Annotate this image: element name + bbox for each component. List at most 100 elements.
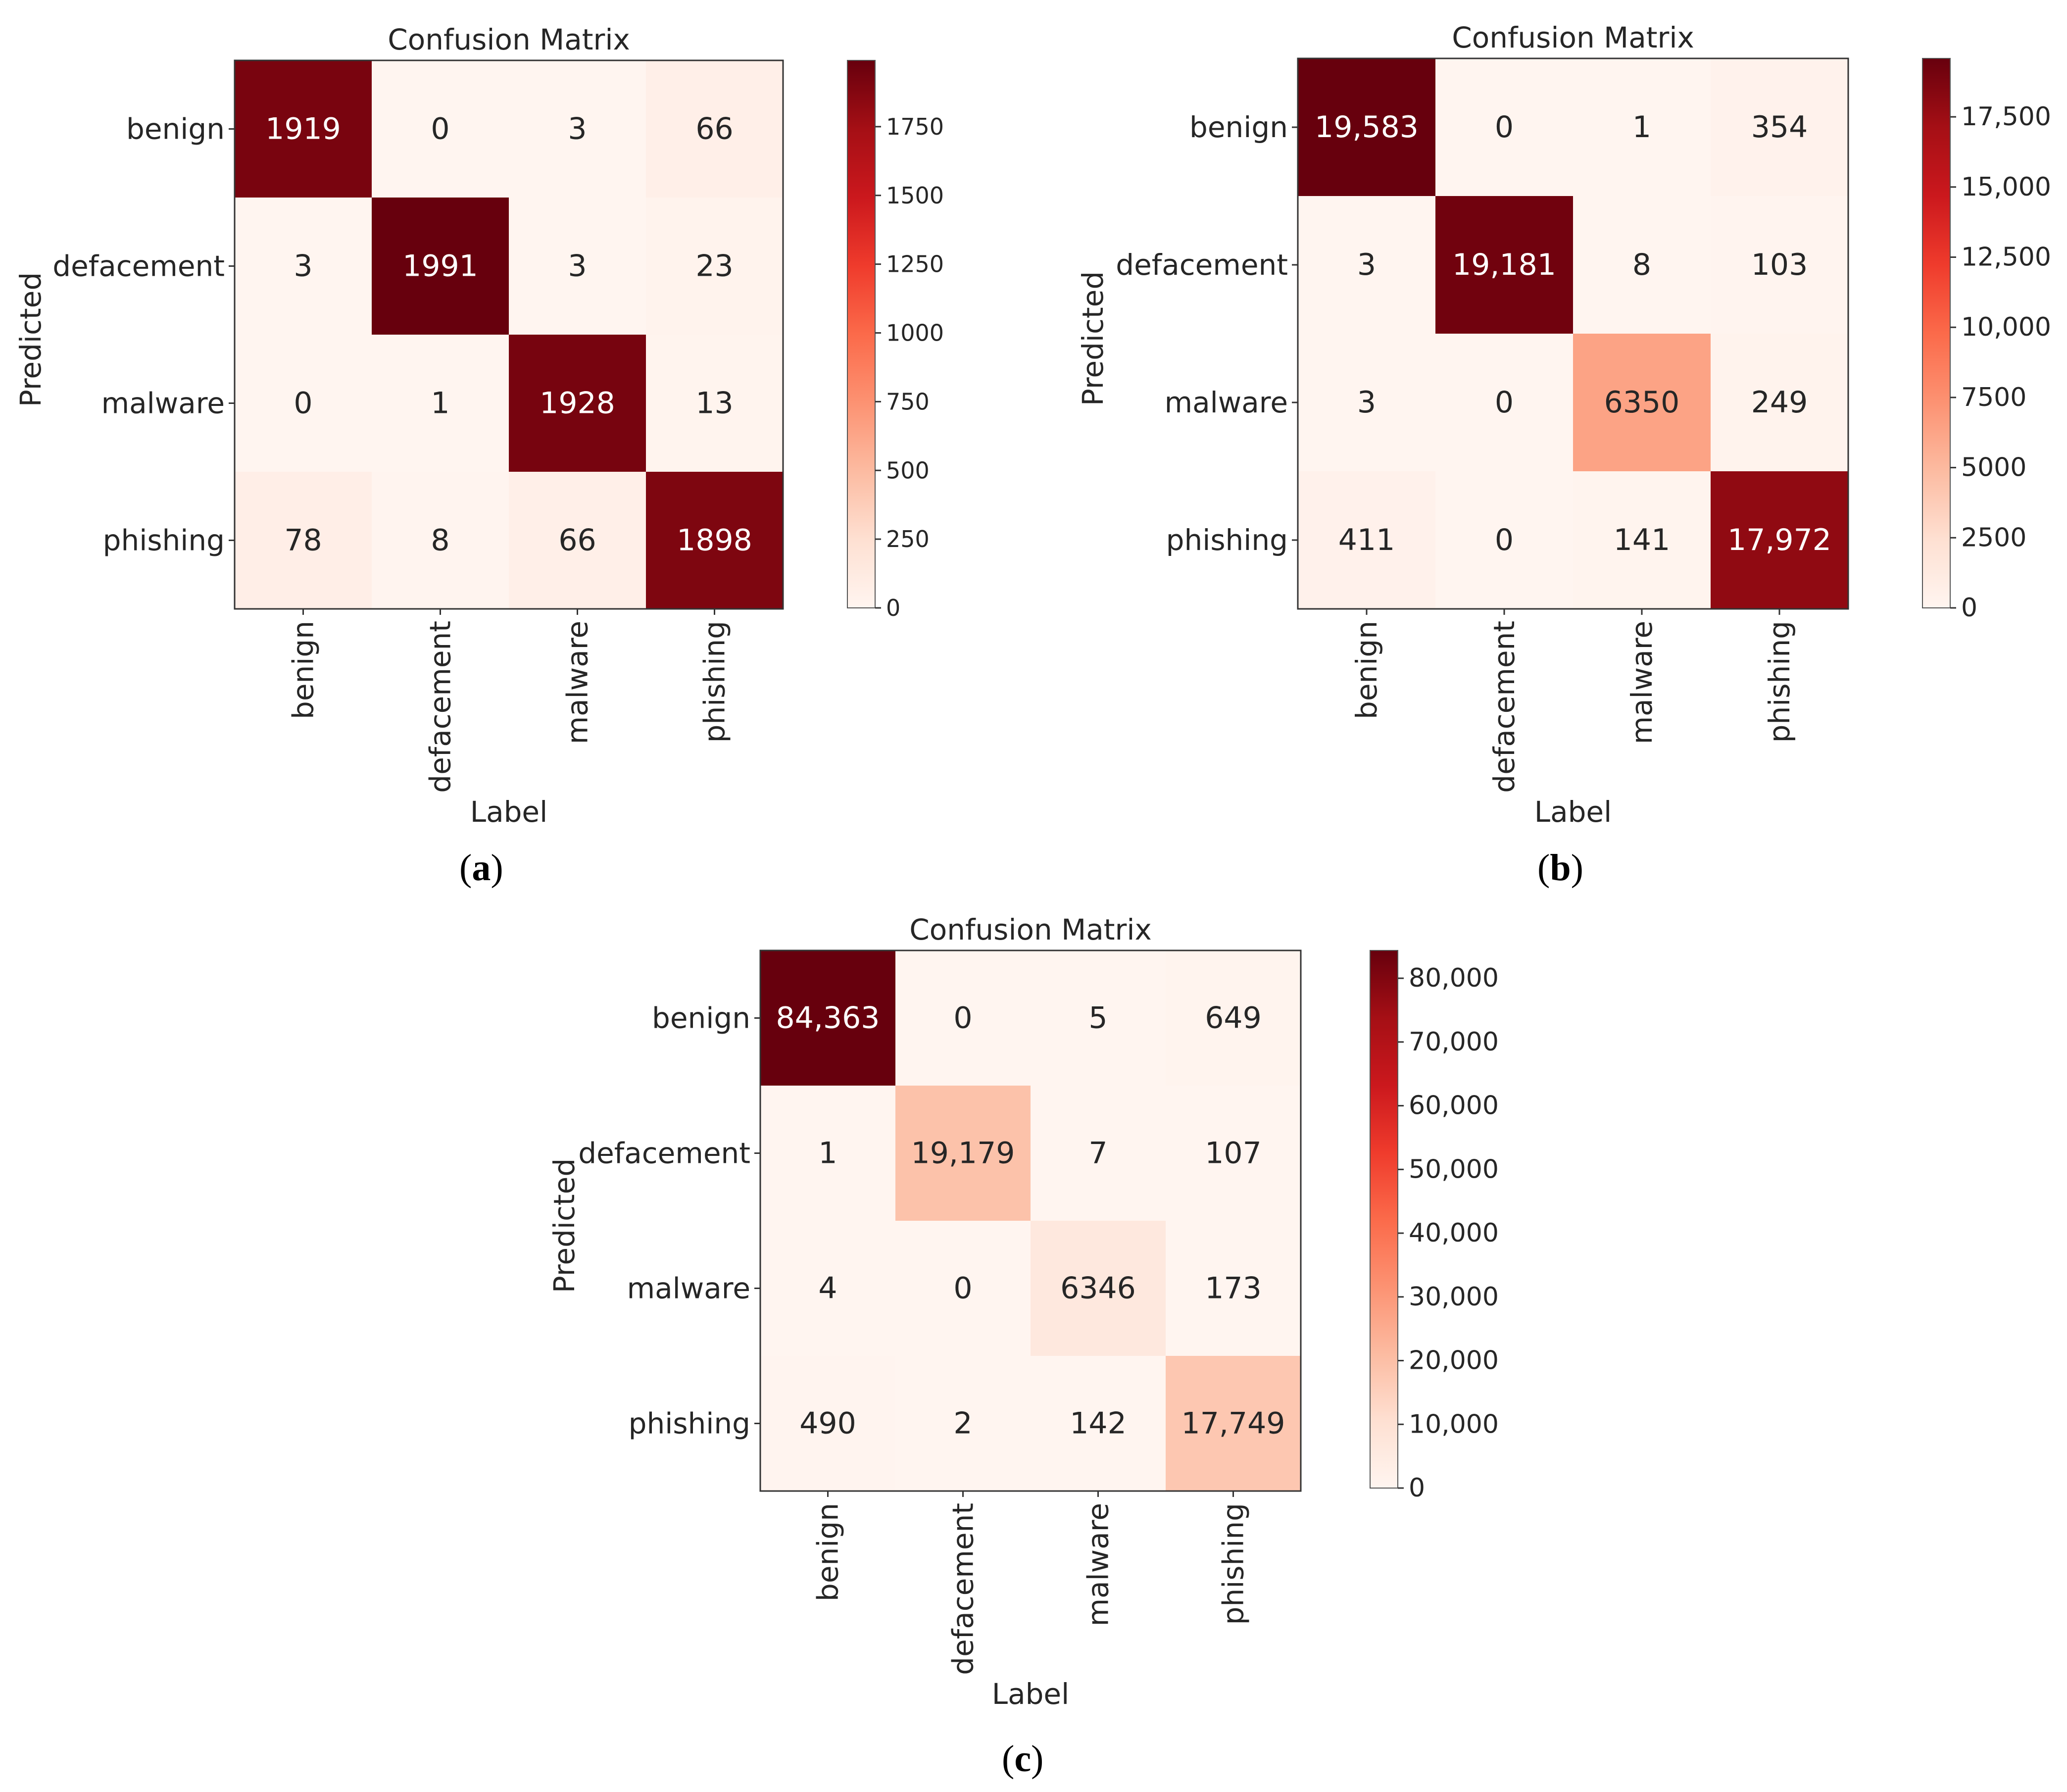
heatmap-cell — [1031, 1086, 1166, 1221]
heatmap-frame — [234, 59, 784, 610]
heatmap-cell — [646, 60, 783, 198]
colorbar-tick-label: 500 — [886, 457, 930, 484]
cell-value-label: 411 — [1338, 523, 1395, 557]
cell-value-label: 3 — [568, 112, 587, 147]
colorbar-tick-label: 50,000 — [1409, 1154, 1499, 1184]
heatmap-cell — [1298, 471, 1435, 609]
cell-value-label: 3 — [1357, 385, 1376, 420]
heatmap-cell — [372, 60, 509, 198]
cell-value-label: 84,363 — [776, 1001, 880, 1036]
cell-value-label: 141 — [1614, 523, 1671, 557]
y-axis-label: Predicted — [14, 272, 48, 407]
y-tick-label: defacement — [578, 1137, 750, 1170]
cell-value-label: 3 — [1357, 248, 1376, 282]
x-tick-label: benign — [811, 1503, 845, 1601]
heatmap-cell — [760, 1356, 895, 1491]
cell-value-label: 490 — [799, 1406, 856, 1441]
colorbar-tick-label: 17,500 — [1961, 102, 2051, 132]
colorbar-tick-label: 0 — [1961, 593, 1977, 623]
panel-caption-c: (c) — [1002, 1738, 1044, 1780]
x-tick-label: phishing — [698, 621, 732, 743]
heatmap-cell — [1166, 1221, 1301, 1356]
x-axis-label: Label — [992, 1677, 1069, 1711]
panel-caption-b: (b) — [1537, 847, 1583, 889]
panel-caption-a: (a) — [459, 847, 503, 889]
heatmap-cell — [509, 472, 646, 609]
colorbar-tick-label: 1000 — [886, 320, 944, 347]
heatmap-cell — [235, 198, 372, 335]
colorbar-tick-label: 40,000 — [1409, 1218, 1499, 1248]
x-tick-label: defacement — [424, 621, 457, 793]
heatmap-cell — [1166, 950, 1301, 1086]
colorbar-tick-label: 30,000 — [1409, 1282, 1499, 1312]
panel-caption-b-letter: b — [1550, 847, 1571, 889]
cell-value-label: 66 — [695, 112, 733, 147]
y-tick-label: malware — [101, 387, 225, 420]
panel-caption-c-letter: c — [1014, 1738, 1032, 1780]
cell-value-label: 23 — [695, 249, 733, 284]
cell-value-label: 142 — [1070, 1406, 1127, 1441]
heatmap-cell — [895, 1356, 1031, 1491]
cell-value-label: 0 — [1495, 385, 1514, 420]
cell-value-label: 3 — [568, 249, 587, 284]
cell-value-label: 3 — [294, 249, 312, 284]
heatmap-cell — [235, 335, 372, 472]
colorbar-tick-label: 15,000 — [1961, 172, 2051, 202]
confusion-matrix-panel-c: 84,363 0 5 649 1 19,179 7 107 4 0 6346 173 490 2 142 17… — [547, 913, 1499, 1711]
cell-value-label: 8 — [1632, 248, 1651, 282]
heatmap-frame — [759, 949, 1302, 1492]
heatmap-cell — [1711, 58, 1848, 196]
cell-value-label: 1919 — [265, 112, 341, 147]
heatmap-cell — [646, 335, 783, 472]
cell-value-label: 66 — [558, 523, 596, 558]
heatmap-cell — [1573, 334, 1711, 471]
colorbar-tick-label: 20,000 — [1409, 1346, 1499, 1376]
heatmap-cell — [1031, 1221, 1166, 1356]
heatmap-cell — [1573, 471, 1711, 609]
x-tick-label: defacement — [946, 1503, 980, 1675]
colorbar — [1922, 58, 1951, 608]
cell-value-label: 6350 — [1604, 385, 1680, 420]
cell-value-label: 1 — [818, 1136, 837, 1171]
x-tick-label: malware — [1082, 1503, 1115, 1626]
chart-title: Confusion Matrix — [388, 23, 630, 56]
chart-title: Confusion Matrix — [1452, 21, 1694, 54]
heatmap-cell — [1298, 196, 1435, 334]
heatmap-cell — [895, 950, 1031, 1086]
heatmap-cell — [509, 198, 646, 335]
cell-value-label: 17,972 — [1727, 523, 1831, 557]
heatmap-cell — [760, 950, 895, 1086]
heatmap-cell — [1298, 58, 1435, 196]
cell-value-label: 5 — [1088, 1001, 1107, 1036]
x-tick-label: benign — [1350, 621, 1383, 719]
y-tick-label: benign — [1189, 110, 1288, 144]
confusion-matrix-panel-b: 19,583 0 1 354 3 19,181 8 103 3 0 6350 249 411 0 141 17… — [1076, 21, 2051, 829]
cell-value-label: 0 — [1495, 523, 1514, 557]
cell-value-label: 0 — [294, 386, 312, 421]
x-axis-label: Label — [470, 795, 547, 829]
heatmap-cell — [1711, 196, 1848, 334]
colorbar — [847, 60, 876, 608]
cell-value-label: 0 — [1495, 110, 1514, 145]
heatmap-cell — [646, 472, 783, 609]
y-tick-label: malware — [627, 1272, 750, 1305]
heatmap-cell — [895, 1086, 1031, 1221]
colorbar-tick-label: 10,000 — [1961, 312, 2051, 342]
heatmap-frame — [1297, 57, 1849, 610]
heatmap-cell — [235, 60, 372, 198]
colorbar-tick-label: 12,500 — [1961, 242, 2051, 272]
colorbar-tick-label: 250 — [886, 526, 930, 552]
heatmap-cell — [372, 335, 509, 472]
colorbar — [1370, 950, 1398, 1489]
cell-value-label: 1898 — [677, 523, 752, 558]
cell-value-label: 0 — [431, 112, 449, 147]
cell-value-label: 19,583 — [1315, 110, 1419, 145]
cell-value-label: 8 — [431, 523, 449, 558]
x-tick-label: malware — [561, 621, 594, 744]
x-tick-label: phishing — [1217, 1503, 1250, 1625]
x-axis-label: Label — [1534, 795, 1612, 829]
heatmap-cell — [509, 60, 646, 198]
y-axis-label: Predicted — [547, 1158, 581, 1293]
cell-value-label: 1928 — [540, 386, 615, 421]
